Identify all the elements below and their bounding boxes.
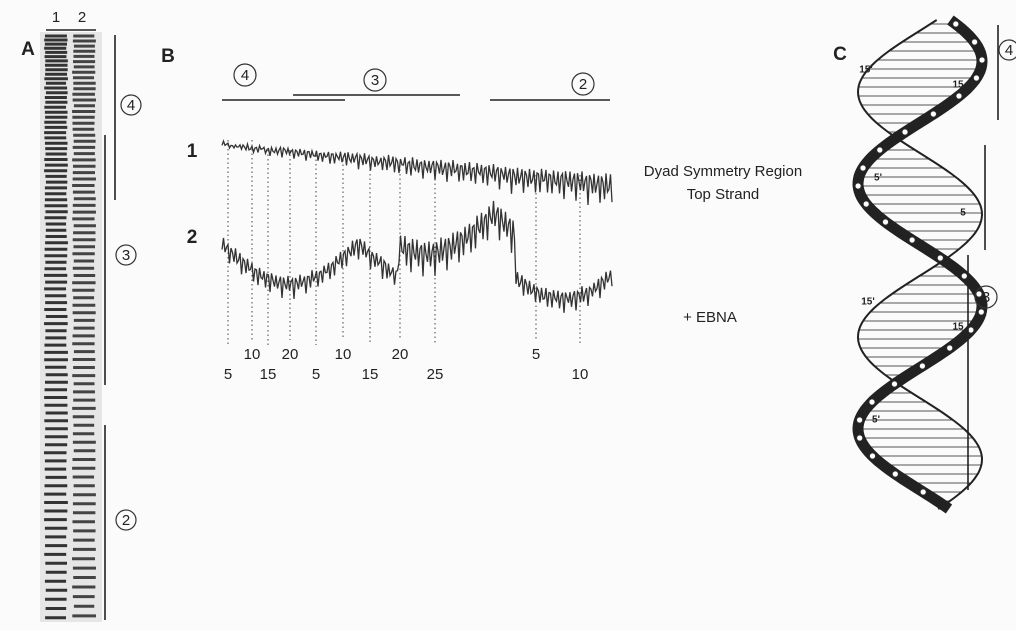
trace-caption: + EBNA	[683, 309, 737, 326]
strand-label: 15	[952, 322, 964, 333]
strand-label: 15	[952, 80, 964, 91]
panel-label: A	[21, 39, 35, 60]
position-number: 10	[335, 346, 352, 363]
strand-label: 15'	[859, 65, 873, 76]
strand-label: 5'	[872, 415, 880, 426]
strand-label: 15'	[861, 297, 875, 308]
region-label: 4	[127, 97, 135, 114]
position-number: 20	[392, 346, 409, 363]
region-ring	[998, 39, 1016, 61]
region-ring	[363, 68, 387, 92]
region-label: 3	[371, 72, 379, 89]
trace-label: 1	[187, 141, 198, 162]
lane-label: 2	[78, 9, 86, 26]
region-label: 4	[241, 67, 249, 84]
densitometer-trace	[221, 200, 613, 313]
panel-label: B	[161, 46, 175, 67]
helix-strand	[856, 19, 984, 510]
region-label: 2	[122, 512, 130, 529]
position-number: 15	[362, 366, 379, 383]
lane-label: 1	[52, 9, 60, 26]
position-number: 15	[260, 366, 277, 383]
region-label: 4	[1005, 42, 1013, 59]
region-label: 3	[122, 247, 130, 264]
position-number: 5	[312, 366, 320, 383]
position-number: 5	[532, 346, 540, 363]
region-ring	[974, 285, 998, 309]
position-number: 10	[244, 346, 261, 363]
region-ring	[115, 509, 137, 531]
region-ring	[120, 94, 142, 116]
densitometer-trace	[221, 139, 613, 206]
helix-strand	[852, 15, 988, 514]
trace-label: 2	[187, 227, 198, 248]
position-number: 25	[427, 366, 444, 383]
region-ring	[115, 244, 137, 266]
position-number: 10	[572, 366, 589, 383]
trace-caption: Dyad Symmetry Region	[644, 163, 802, 180]
region-label: 2	[579, 76, 587, 93]
region-ring	[233, 63, 257, 87]
gel-bands	[72, 34, 96, 618]
strand-label: 5	[960, 208, 966, 219]
position-number: 20	[282, 346, 299, 363]
guide-lines	[227, 140, 581, 345]
region-ring	[571, 72, 595, 96]
trace-caption: Top Strand	[687, 186, 760, 203]
strand-label: 5'	[874, 173, 882, 184]
gel-bands	[44, 34, 68, 620]
panel-label: C	[833, 44, 847, 65]
region-label: 3	[982, 289, 990, 306]
position-number: 5	[224, 366, 232, 383]
